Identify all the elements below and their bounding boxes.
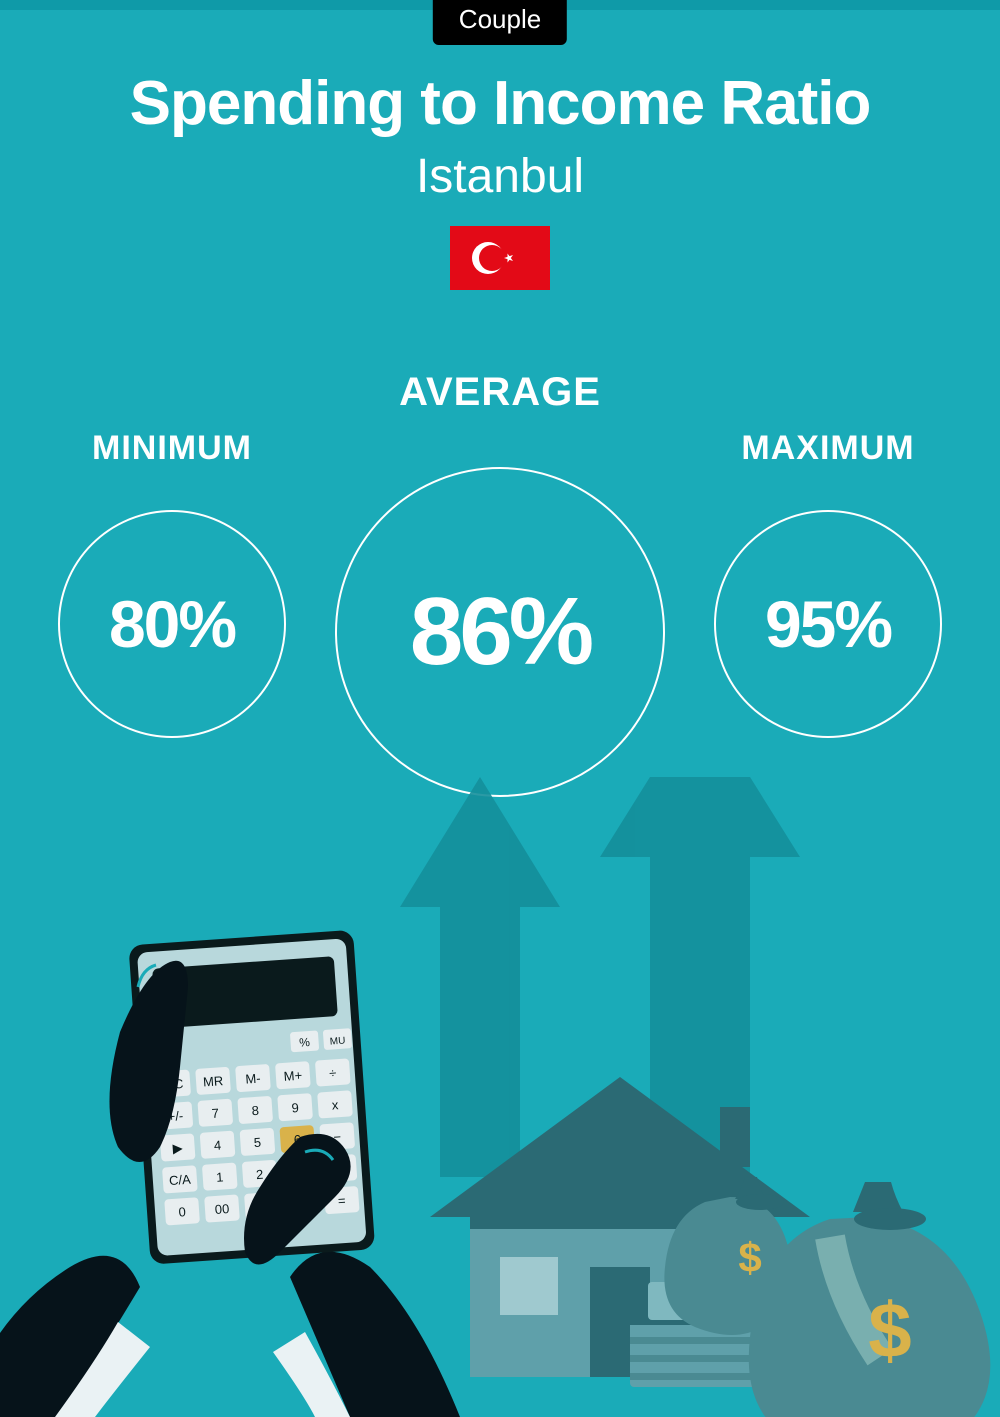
svg-text:2: 2 bbox=[256, 1167, 264, 1182]
svg-text:÷: ÷ bbox=[329, 1065, 337, 1080]
svg-text:$: $ bbox=[738, 1234, 761, 1281]
svg-text:8: 8 bbox=[251, 1103, 259, 1118]
stat-average-value: 86% bbox=[410, 577, 590, 687]
stat-minimum: MINIMUM 80% bbox=[58, 429, 286, 738]
svg-text:0: 0 bbox=[178, 1204, 186, 1219]
svg-text:=: = bbox=[337, 1193, 346, 1208]
svg-text:9: 9 bbox=[291, 1100, 299, 1115]
hands-holding-calculator-icon: % MU MCMRM-M+÷ +/-789x ▶456− bbox=[0, 930, 460, 1417]
svg-text:4: 4 bbox=[213, 1137, 221, 1152]
stat-average-circle: 86% bbox=[335, 467, 665, 797]
svg-text:M+: M+ bbox=[283, 1068, 302, 1084]
svg-text:5: 5 bbox=[253, 1135, 261, 1150]
stat-maximum-value: 95% bbox=[765, 586, 891, 662]
stat-maximum-circle: 95% bbox=[714, 510, 942, 738]
stat-minimum-circle: 80% bbox=[58, 510, 286, 738]
page-title: Spending to Income Ratio bbox=[0, 68, 1000, 139]
svg-text:$: $ bbox=[868, 1286, 911, 1374]
stat-minimum-label: MINIMUM bbox=[58, 429, 286, 468]
svg-text:MR: MR bbox=[203, 1073, 224, 1089]
category-badge: Couple bbox=[433, 0, 567, 45]
svg-text:%: % bbox=[299, 1035, 311, 1050]
svg-text:M-: M- bbox=[245, 1071, 261, 1087]
city-subtitle: Istanbul bbox=[0, 149, 1000, 204]
svg-text:00: 00 bbox=[214, 1201, 229, 1217]
svg-text:MU: MU bbox=[329, 1036, 345, 1048]
stat-average: AVERAGE 86% bbox=[335, 370, 665, 797]
stat-maximum: MAXIMUM 95% bbox=[714, 429, 942, 738]
stat-maximum-label: MAXIMUM bbox=[714, 429, 942, 468]
svg-text:7: 7 bbox=[211, 1106, 219, 1121]
svg-text:1: 1 bbox=[216, 1169, 224, 1184]
stats-row: MINIMUM 80% AVERAGE 86% MAXIMUM 95% bbox=[0, 370, 1000, 797]
svg-text:▶: ▶ bbox=[172, 1140, 183, 1156]
money-bag-large-icon: $ bbox=[749, 1182, 991, 1417]
finance-illustration: $ $ % MU bbox=[0, 777, 1000, 1417]
svg-text:C/A: C/A bbox=[169, 1172, 192, 1188]
stat-minimum-value: 80% bbox=[109, 586, 235, 662]
turkey-flag-icon bbox=[450, 226, 550, 290]
stat-average-label: AVERAGE bbox=[335, 370, 665, 415]
